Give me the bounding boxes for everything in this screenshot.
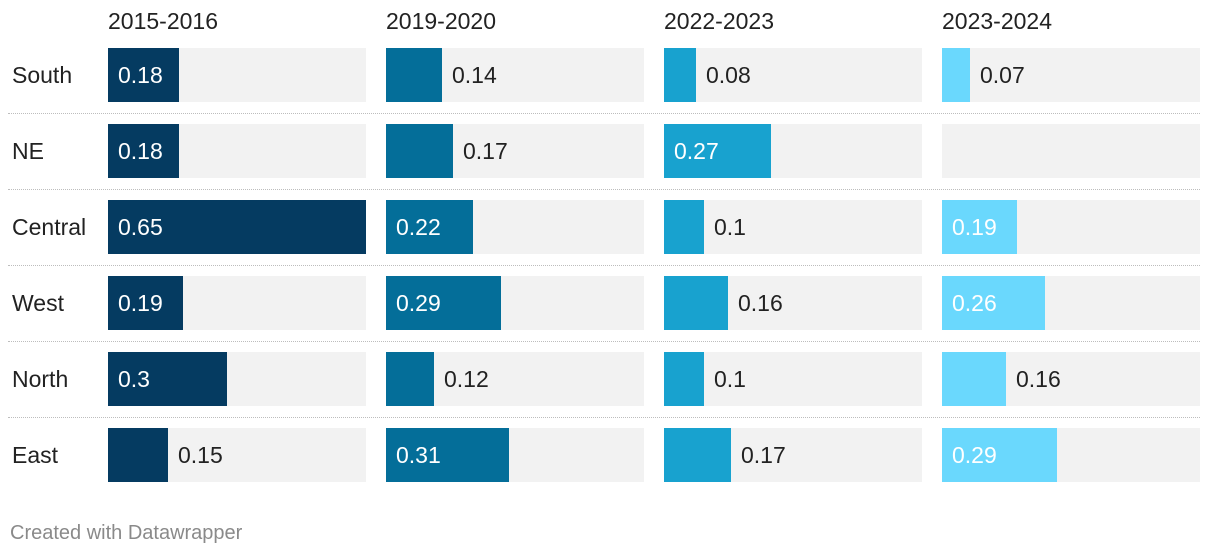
bar-ne-2019-2020 (386, 124, 453, 178)
bar-west-2022-2023 (664, 276, 728, 330)
data-label: 0.1 (714, 214, 746, 240)
row-label-central: Central (12, 214, 87, 240)
data-label: 0.15 (178, 442, 223, 468)
data-label: 0.26 (952, 290, 997, 316)
bar-east-2015-2016 (108, 428, 168, 482)
bar-north-2023-2024 (942, 352, 1006, 406)
bar-south-2019-2020 (386, 48, 442, 102)
row-separator (8, 265, 1200, 266)
data-label: 0.16 (738, 290, 783, 316)
data-label: 0.16 (1016, 366, 1061, 392)
bar-central-2023-2024 (942, 200, 1017, 254)
bar-east-2022-2023 (664, 428, 731, 482)
data-label: 0.17 (741, 442, 786, 468)
bar-south-2023-2024 (942, 48, 970, 102)
row-separator (8, 189, 1200, 190)
data-label: 0.29 (952, 442, 997, 468)
data-label: 0.17 (463, 138, 508, 164)
column-header-2015-2016: 2015-2016 (108, 8, 218, 34)
data-label: 0.65 (118, 214, 163, 240)
data-label: 0.18 (118, 62, 163, 88)
data-label: 0.19 (118, 290, 163, 316)
bar-ne-2015-2016 (108, 124, 179, 178)
row-label-west: West (12, 290, 64, 316)
data-label: 0.29 (396, 290, 441, 316)
bar-north-2015-2016 (108, 352, 227, 406)
data-label: 0.27 (674, 138, 719, 164)
data-label: 0.12 (444, 366, 489, 392)
column-header-2022-2023: 2022-2023 (664, 8, 774, 34)
bar-north-2022-2023 (664, 352, 704, 406)
bar-west-2023-2024 (942, 276, 1045, 330)
bar-south-2022-2023 (664, 48, 696, 102)
bar-east-2019-2020 (386, 428, 509, 482)
data-label: 0.31 (396, 442, 441, 468)
bar-central-2019-2020 (386, 200, 473, 254)
row-label-north: North (12, 366, 69, 392)
row-label-south: South (12, 62, 73, 88)
column-header-2019-2020: 2019-2020 (386, 8, 496, 34)
data-label: 0.14 (452, 62, 497, 88)
row-separator (8, 417, 1200, 418)
bar-north-2019-2020 (386, 352, 434, 406)
bar-central-2015-2016 (108, 200, 366, 254)
row-label-ne: NE (12, 138, 44, 164)
bar-track (942, 124, 1200, 178)
data-label: 0.22 (396, 214, 441, 240)
data-label: 0.07 (980, 62, 1025, 88)
bar-track (942, 48, 1200, 102)
row-separator (8, 341, 1200, 342)
data-label: 0.1 (714, 366, 746, 392)
row-label-east: East (12, 442, 59, 468)
data-label: 0.08 (706, 62, 751, 88)
row-separator (8, 113, 1200, 114)
bar-track (664, 352, 922, 406)
data-label: 0.18 (118, 138, 163, 164)
bar-east-2023-2024 (942, 428, 1057, 482)
bar-track (664, 48, 922, 102)
data-label: 0.3 (118, 366, 150, 392)
column-header-2023-2024: 2023-2024 (942, 8, 1052, 34)
bar-south-2015-2016 (108, 48, 179, 102)
bar-track (664, 200, 922, 254)
credit-text: Created with Datawrapper (10, 522, 243, 544)
bar-west-2019-2020 (386, 276, 501, 330)
data-label: 0.19 (952, 214, 997, 240)
bar-central-2022-2023 (664, 200, 704, 254)
bar-ne-2022-2023 (664, 124, 771, 178)
bar-west-2015-2016 (108, 276, 183, 330)
